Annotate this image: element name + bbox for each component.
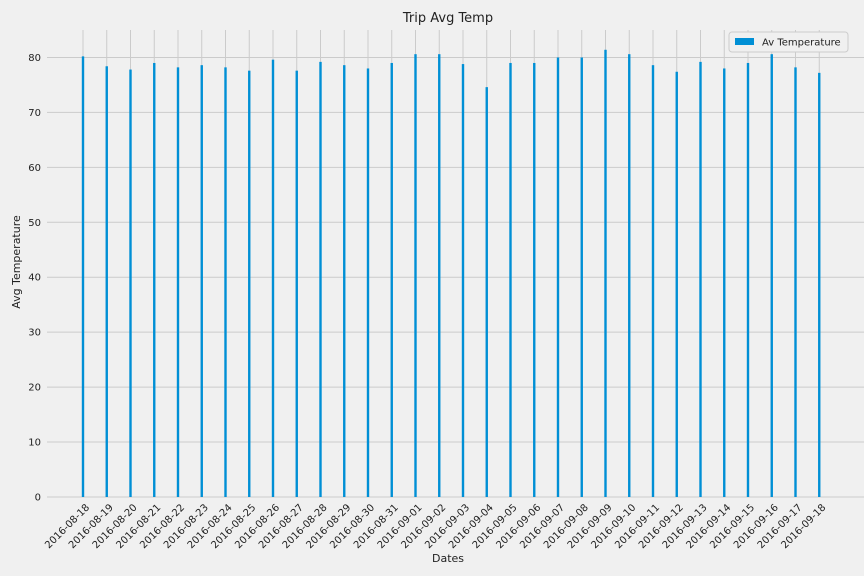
y-tick-label: 0 bbox=[35, 493, 41, 504]
x-axis-ticks: 2016-08-182016-08-192016-08-202016-08-21… bbox=[43, 502, 828, 551]
bar-2016-08-21 bbox=[153, 62, 156, 497]
legend-box bbox=[728, 31, 849, 53]
y-tick-label: 80 bbox=[28, 53, 41, 64]
bar-2016-08-29 bbox=[343, 65, 346, 497]
y-tick-label: 10 bbox=[28, 438, 41, 449]
bar-2016-09-06 bbox=[533, 62, 536, 497]
bar-2016-08-22 bbox=[176, 67, 180, 498]
bar-2016-08-30 bbox=[366, 68, 370, 497]
legend: Av Temperature bbox=[728, 31, 849, 53]
bar-2016-09-13 bbox=[699, 61, 702, 498]
y-tick-label: 70 bbox=[28, 108, 41, 119]
y-tick-label: 60 bbox=[28, 163, 41, 174]
bar-2016-09-14 bbox=[723, 68, 726, 497]
bar-2016-08-31 bbox=[390, 62, 393, 497]
bar-2016-08-19 bbox=[105, 66, 108, 498]
bar-2016-09-05 bbox=[509, 62, 512, 497]
y-tick-label: 30 bbox=[28, 328, 41, 339]
bar-2016-09-16 bbox=[770, 54, 773, 497]
bar-2016-09-04 bbox=[485, 87, 488, 497]
bars bbox=[81, 49, 821, 498]
bar-2016-08-25 bbox=[248, 70, 251, 498]
bar-2016-09-03 bbox=[461, 64, 465, 497]
bar-2016-09-12 bbox=[675, 71, 678, 497]
bar-2016-09-08 bbox=[580, 57, 583, 498]
chart-title: Trip Avg Temp bbox=[402, 11, 493, 26]
y-tick-label: 40 bbox=[28, 273, 41, 284]
bar-2016-09-10 bbox=[628, 54, 631, 497]
bar-2016-08-20 bbox=[129, 69, 132, 497]
bar-2016-08-18 bbox=[81, 56, 85, 497]
bar-2016-09-11 bbox=[651, 65, 655, 497]
bar-2016-09-18 bbox=[818, 72, 821, 497]
y-axis-label: Avg Temperature bbox=[10, 215, 23, 309]
y-axis-ticks: 0 10 20 30 40 50 60 70 80 bbox=[28, 53, 41, 504]
bar-2016-08-28 bbox=[319, 61, 322, 498]
x-axis-label: Dates bbox=[432, 552, 464, 565]
y-tick-label: 20 bbox=[28, 383, 41, 394]
bar-2016-09-17 bbox=[794, 67, 797, 498]
legend-swatch bbox=[735, 38, 754, 45]
y-tick-label: 50 bbox=[28, 218, 41, 229]
bar-2016-08-27 bbox=[295, 70, 298, 498]
bar-2016-08-26 bbox=[271, 59, 275, 497]
bar-2016-09-15 bbox=[746, 62, 750, 497]
bar-2016-09-09 bbox=[604, 49, 607, 498]
legend-label: Av Temperature bbox=[762, 38, 841, 49]
bar-2016-08-23 bbox=[200, 65, 203, 497]
bar-2016-09-07 bbox=[556, 57, 560, 498]
bar-2016-08-24 bbox=[224, 67, 227, 498]
bar-2016-09-02 bbox=[438, 54, 441, 497]
bar-2016-09-01 bbox=[414, 54, 417, 497]
